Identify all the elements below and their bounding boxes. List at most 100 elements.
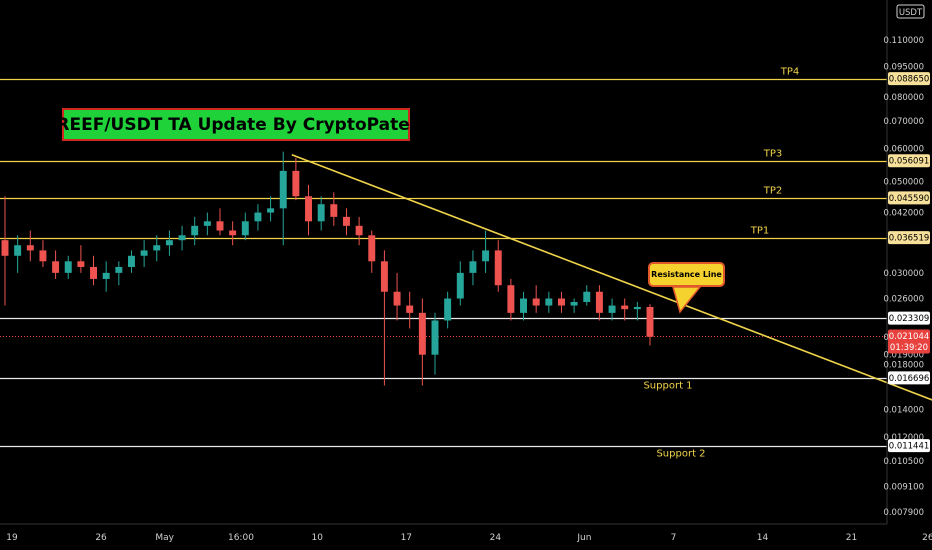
candle [77, 245, 85, 273]
time-axis-tick: 19 [6, 533, 18, 543]
currency-label: USDT [899, 8, 923, 18]
time-axis[interactable]: 19 26 May 16:00 10 17 24 Jun 7 14 21 26 [6, 533, 932, 543]
level-label: TP1 [750, 226, 770, 237]
candle-body [494, 250, 502, 286]
candle [115, 261, 123, 286]
candle [545, 291, 553, 313]
price-axis-tick: 0.019000 [883, 351, 924, 361]
price-axis-tick: 0.095000 [883, 62, 924, 72]
candle [330, 192, 338, 226]
title-banner: REEF/USDT TA Update By CryptoPatel [56, 108, 416, 141]
candle [431, 312, 439, 375]
price-axis-tick: 0.070000 [883, 117, 924, 127]
candle-body [532, 298, 540, 306]
candle-body [178, 235, 186, 241]
candle-body [444, 298, 452, 321]
resistance-trendline [291, 153, 932, 401]
currency-selector[interactable]: USDT [896, 4, 925, 19]
candle [380, 250, 388, 386]
candle-body [608, 305, 616, 313]
level-label: TP2 [763, 186, 783, 197]
title-text: REEF/USDT TA Update By CryptoPatel [56, 114, 416, 135]
price-axis-tick: 0.042000 [883, 209, 924, 219]
candle [191, 216, 199, 246]
candle-body [646, 306, 654, 337]
candle [608, 298, 616, 321]
time-axis-tick: 10 [312, 533, 324, 543]
candle-body [115, 266, 123, 273]
candle-body [102, 272, 110, 279]
candle [494, 240, 502, 292]
candle [153, 235, 161, 262]
price-axis-tick: 0.060000 [883, 145, 924, 155]
candle-body [431, 320, 439, 355]
candle-body [557, 298, 565, 306]
price-axis-tick: 0.010500 [883, 457, 924, 467]
candle [482, 230, 490, 273]
time-axis-tick: 7 [671, 533, 677, 543]
candle [229, 221, 237, 246]
time-axis-tick: May [155, 533, 174, 543]
time-axis-tick: 26 [922, 533, 932, 543]
price-tag-bg [888, 231, 930, 245]
candle-body [77, 261, 85, 267]
candle [216, 208, 224, 236]
candle [393, 272, 401, 321]
candle-body [583, 291, 591, 302]
candle-body [64, 261, 72, 273]
candle [570, 298, 578, 313]
candle [418, 298, 426, 386]
current-price-text: 0.021044 [889, 332, 930, 342]
candle-body [520, 298, 528, 313]
candle [254, 204, 262, 231]
price-tag-bg [888, 439, 930, 453]
price-tag: 0.011441 [888, 439, 930, 453]
candle-body [393, 291, 401, 306]
candle [520, 291, 528, 321]
candle [140, 240, 148, 267]
time-axis-tick: 24 [490, 533, 502, 543]
candle-body [368, 235, 376, 262]
price-axis-tick: 0.009100 [883, 483, 924, 493]
candle [507, 278, 515, 321]
candle-body [317, 204, 325, 222]
candle-body [165, 240, 173, 246]
candle-body [216, 221, 224, 231]
candle [444, 291, 452, 329]
candle-body [140, 250, 148, 256]
candle-body [633, 306, 641, 310]
price-tag: 0.045590 [888, 191, 930, 205]
price-tag-text: 0.056091 [889, 157, 930, 167]
candle [532, 285, 540, 313]
candle-body [26, 245, 34, 251]
candle-body [507, 285, 515, 313]
candle [1, 196, 9, 306]
price-tag-text: 0.011441 [889, 442, 930, 452]
candle [292, 157, 300, 201]
price-tag-text: 0.088650 [889, 75, 930, 85]
candle-body [14, 245, 22, 256]
candle-body [90, 266, 98, 279]
price-tag-bg [888, 371, 930, 385]
candle-body [254, 212, 262, 222]
candle [621, 298, 629, 321]
price-axis[interactable]: 0.110000 0.095000 0.080000 0.070000 0.060000… [883, 36, 924, 518]
currency-box[interactable] [896, 4, 925, 19]
candle [305, 184, 313, 236]
trendline [291, 153, 932, 401]
price-tags: 0.088650 0.056091 0.045590 0.036519 0.023309… [888, 72, 930, 453]
price-axis-tick: 0.050000 [883, 177, 924, 187]
candle [64, 255, 72, 279]
candle [317, 196, 325, 231]
candle [39, 240, 47, 267]
time-axis-tick: 17 [401, 533, 412, 543]
candle-body [267, 208, 275, 213]
candle [52, 250, 60, 279]
price-tag-text: 0.045590 [889, 194, 930, 204]
candle [355, 216, 363, 246]
candle [178, 225, 186, 251]
price-axis-tick: 0.030000 [883, 269, 924, 279]
candle [90, 255, 98, 286]
